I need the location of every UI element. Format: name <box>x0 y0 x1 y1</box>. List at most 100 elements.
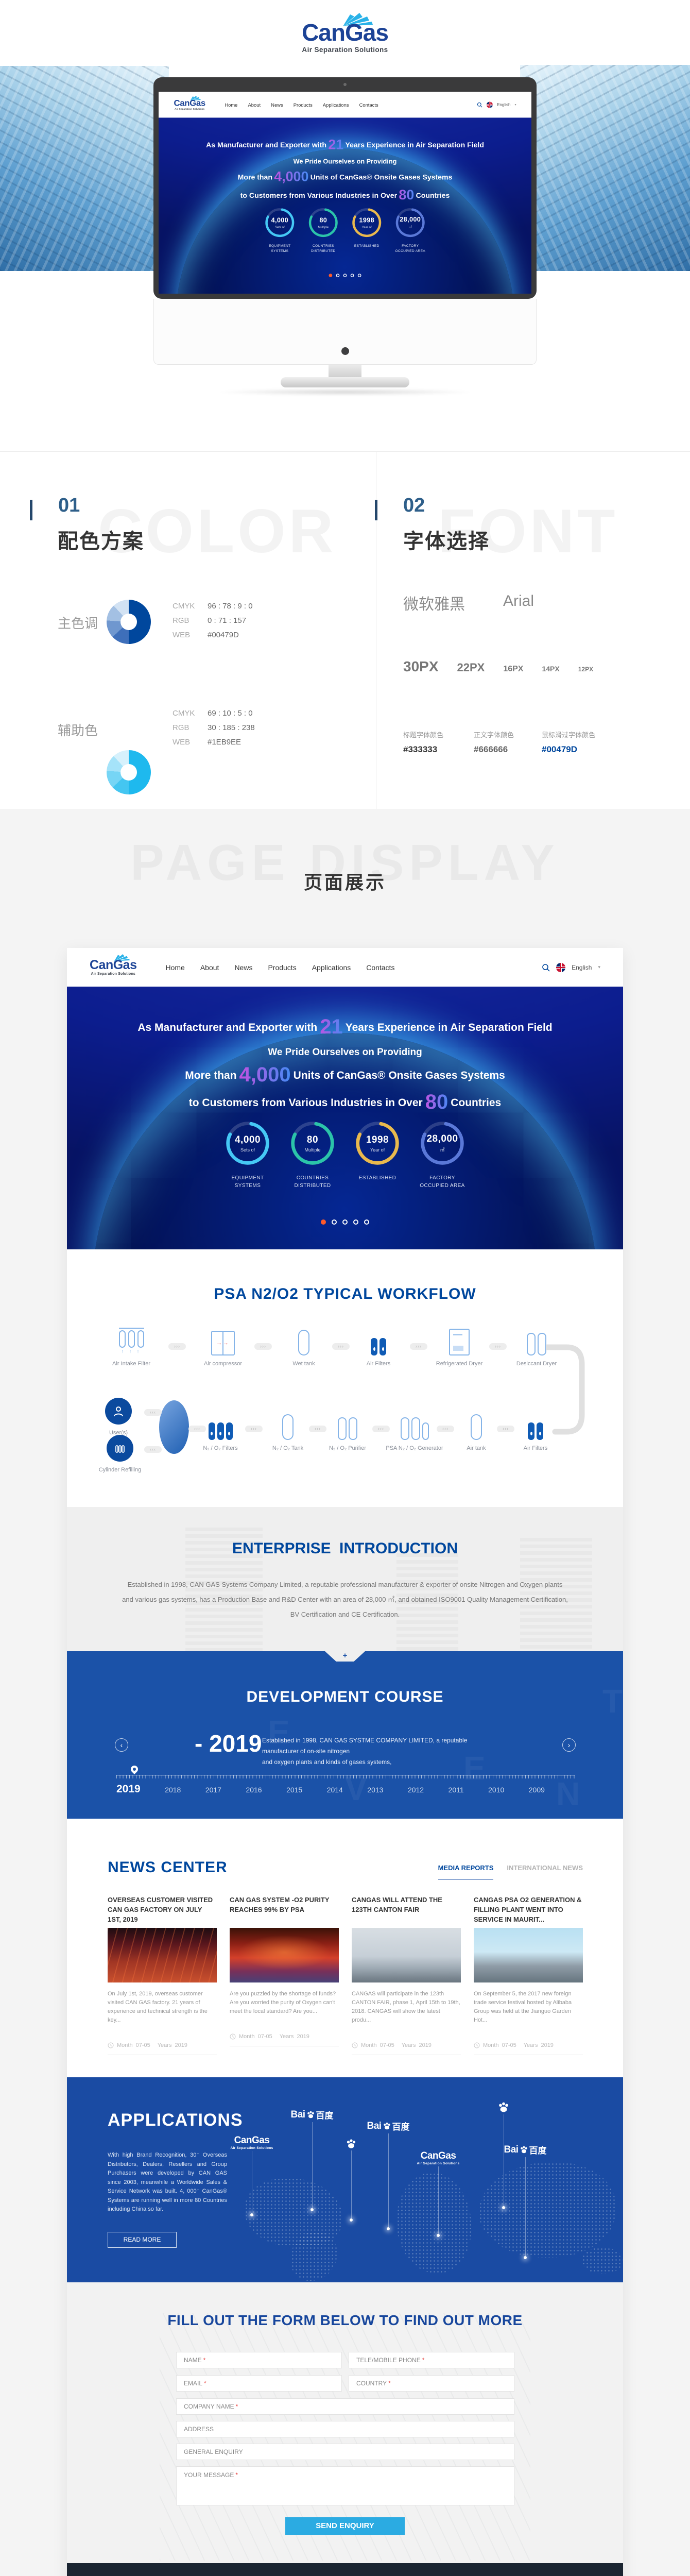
font-sample-en: Arial <box>503 592 534 609</box>
news-card-body: On September 5, the 2017 new foreign tra… <box>474 1991 572 2023</box>
map-dot <box>387 2227 390 2230</box>
phone-field[interactable]: TELE/MOBILE PHONE * <box>349 2352 514 2368</box>
nav-about[interactable]: About <box>248 101 261 108</box>
workflow-connector <box>546 1344 585 1435</box>
hero-line-2: We Pride Ourselves on Providing <box>268 1047 422 1058</box>
tab-media-reports[interactable]: MEDIA REPORTS <box>438 1864 494 1880</box>
company-field[interactable]: COMPANY NAME * <box>176 2398 514 2415</box>
baidu-paw-icon <box>520 2146 527 2154</box>
next-arrow-button[interactable]: › <box>562 1738 576 1752</box>
news-card[interactable]: CAN GAS SYSTEM -O2 PURITY REACHES 99% BY… <box>230 1895 339 2046</box>
monitor-screen: CanGas Air Separation Solutions Home Abo… <box>159 92 531 294</box>
year-2012[interactable]: 2012 <box>407 1786 424 1794</box>
nav-news[interactable]: News <box>234 963 253 972</box>
nav-applications[interactable]: Applications <box>322 101 349 108</box>
site-footer: CAN GAS SYSTEMS COMPANY LIMITED Headquar… <box>67 2563 623 2576</box>
country-field[interactable]: COUNTRY * <box>349 2375 514 2392</box>
carousel-dots <box>67 1219 623 1225</box>
year-2015[interactable]: 2015 <box>286 1786 303 1794</box>
news-image <box>108 1928 217 1982</box>
language-selector[interactable]: English <box>572 963 592 971</box>
website-mockup-card: CanGas Air Separation Solutions Home Abo… <box>67 948 623 2576</box>
monitor-frame: CanGas Air Separation Solutions Home Abo… <box>153 77 537 299</box>
site-top: CanGas Air Separation Solutions Home Abo… <box>67 948 623 1249</box>
message-field[interactable]: YOUR MESSAGE * <box>176 2466 514 2505</box>
monitor-site-logo: CanGas Air Separation Solutions <box>174 96 205 110</box>
tab-international-news[interactable]: INTERNATIONAL NEWS <box>507 1864 583 1872</box>
search-icon[interactable] <box>542 963 550 972</box>
carousel-dot[interactable] <box>357 274 361 278</box>
year-2013[interactable]: 2013 <box>367 1786 384 1794</box>
year-2011[interactable]: 2011 <box>448 1786 464 1794</box>
nav-home[interactable]: Home <box>225 101 238 108</box>
language-selector[interactable]: English <box>497 102 511 107</box>
address-field[interactable]: ADDRESS <box>176 2421 514 2437</box>
nav-products[interactable]: Products <box>268 963 297 972</box>
news-card[interactable]: OVERSEAS CUSTOMER VISITED CAN GAS FACTOR… <box>108 1895 217 2055</box>
carousel-dot[interactable] <box>364 1219 369 1225</box>
news-card[interactable]: CANGAS PSA O2 GENERATION & FILLING PLANT… <box>474 1895 583 2055</box>
hero-banner: As Manufacturer and Exporter with 21 Years… <box>67 987 623 1249</box>
nav-contacts[interactable]: Contacts <box>366 963 395 972</box>
year-2019[interactable]: 2019 <box>116 1783 141 1795</box>
email-field[interactable]: EMAIL * <box>176 2375 342 2392</box>
carousel-dot-active[interactable] <box>321 1219 326 1225</box>
enquiry-field[interactable]: GENERAL ENQUIRY <box>176 2444 514 2460</box>
workflow-node-users: User(s) <box>89 1398 148 1436</box>
enterprise-title: ENTERPRISE INTRODUCTION <box>232 1540 458 1557</box>
year-2010[interactable]: 2010 <box>488 1786 505 1794</box>
stat-countries: 80 Multiple COUNTRIES DISTRIBUTED <box>287 1120 338 1190</box>
carousel-dot[interactable] <box>353 1219 358 1225</box>
chevron-down-icon: ▾ <box>514 103 516 107</box>
search-icon[interactable] <box>477 102 482 108</box>
news-card-date: Month 07-05 Years 2019 <box>108 2042 217 2055</box>
logo-rays-icon <box>190 96 201 101</box>
nav-contacts[interactable]: Contacts <box>359 101 378 108</box>
workflow-node-air-filters: Air Filters <box>349 1326 408 1367</box>
monitor-stand-neck <box>329 365 361 377</box>
news-card-date: Month 07-05 Years 2019 <box>352 2042 461 2055</box>
prev-arrow-button[interactable]: ‹ <box>115 1738 128 1752</box>
logo-tagline: Air Separation Solutions <box>91 972 135 976</box>
map-north-america <box>245 2178 342 2247</box>
carousel-dot[interactable] <box>332 1219 337 1225</box>
hero-line-4: to Customers from Various Industries in … <box>240 187 450 203</box>
flow-arrow-left: ‹‹‹ <box>372 1426 390 1432</box>
nav-news[interactable]: News <box>271 101 283 108</box>
year-2016[interactable]: 2016 <box>246 1786 262 1794</box>
nav-applications[interactable]: Applications <box>312 963 351 972</box>
timeline-years: 2019 2018 2017 2016 2015 2014 2013 2012 … <box>116 1783 575 1795</box>
carousel-dot[interactable] <box>350 274 354 278</box>
development-section: + EVENTS DEVELOPMENT COURSE ‹ › - 2019 E… <box>67 1651 623 1819</box>
monitor-site-header: CanGas Air Separation Solutions Home Abo… <box>159 92 531 118</box>
news-card[interactable]: CANGAS WILL ATTEND THE 123TH CANTON FAIR… <box>352 1895 461 2055</box>
map-asia <box>479 2162 615 2258</box>
send-enquiry-button[interactable]: SEND ENQUIRY <box>285 2517 405 2535</box>
nav-about[interactable]: About <box>200 963 219 972</box>
carousel-dot-active[interactable] <box>329 274 333 278</box>
news-card-date: Month 07-05 Years 2019 <box>474 2042 583 2055</box>
refrigerated-dryer-icon <box>429 1326 489 1355</box>
year-2018[interactable]: 2018 <box>165 1786 181 1794</box>
news-card-title: OVERSEAS CUSTOMER VISITED CAN GAS FACTOR… <box>108 1896 213 1923</box>
workflow-node-desiccant-dryer: Desiccant Dryer <box>507 1326 566 1367</box>
expand-tab[interactable]: + <box>325 1651 365 1662</box>
flow-arrow-left: ‹‹‹ <box>144 1409 162 1416</box>
carousel-dot[interactable] <box>336 274 340 278</box>
read-more-button[interactable]: READ MORE <box>108 2232 177 2248</box>
carousel-dot[interactable] <box>343 274 347 278</box>
enterprise-section: ENTERPRISE INTRODUCTION Established in 1… <box>67 1507 623 1651</box>
carousel-dot[interactable] <box>342 1219 348 1225</box>
gas-disc-graphic <box>159 1400 189 1454</box>
nav-home[interactable]: Home <box>165 963 185 972</box>
workflow-node-psa-generator: PSA N₂ / O₂ Generator <box>385 1410 444 1452</box>
year-2017[interactable]: 2017 <box>205 1786 221 1794</box>
flow-arrow-right: ››› <box>410 1343 427 1350</box>
nav-products[interactable]: Products <box>293 101 313 108</box>
workflow-section: PSA N2/O2 TYPICAL WORKFLOW ↑ ↑ ↑ Air Int… <box>67 1249 623 1486</box>
year-2009[interactable]: 2009 <box>528 1786 545 1794</box>
year-2014[interactable]: 2014 <box>326 1786 343 1794</box>
name-field[interactable]: NAME * <box>176 2352 342 2368</box>
flow-arrow-right: ››› <box>489 1343 507 1350</box>
